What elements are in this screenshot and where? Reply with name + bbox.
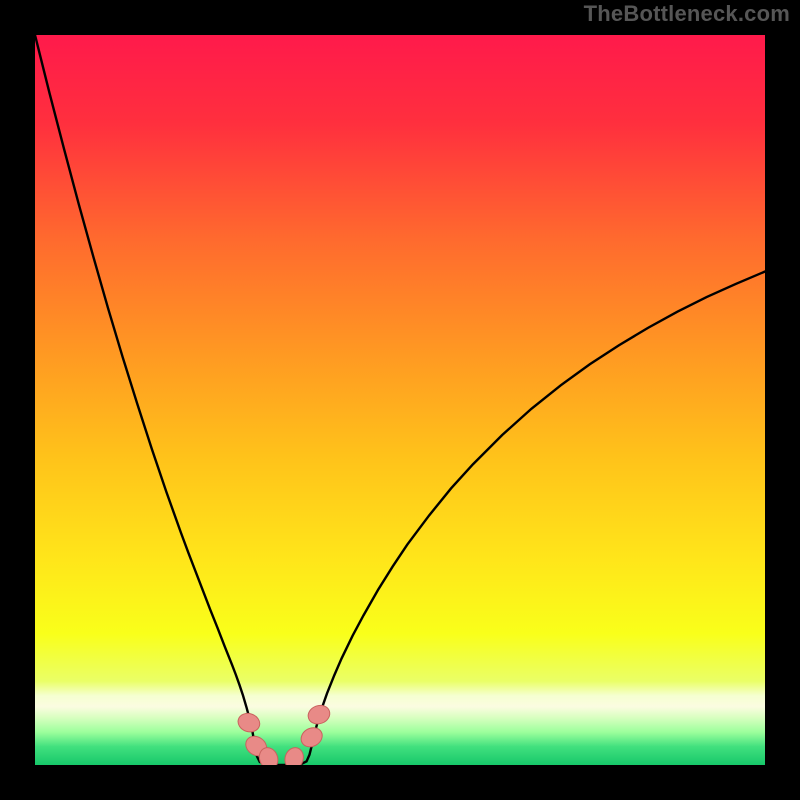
plot-background (35, 35, 765, 765)
chart-stage: TheBottleneck.com (0, 0, 800, 800)
watermark-text: TheBottleneck.com (584, 1, 790, 27)
bottleneck-curve-chart (0, 0, 800, 800)
